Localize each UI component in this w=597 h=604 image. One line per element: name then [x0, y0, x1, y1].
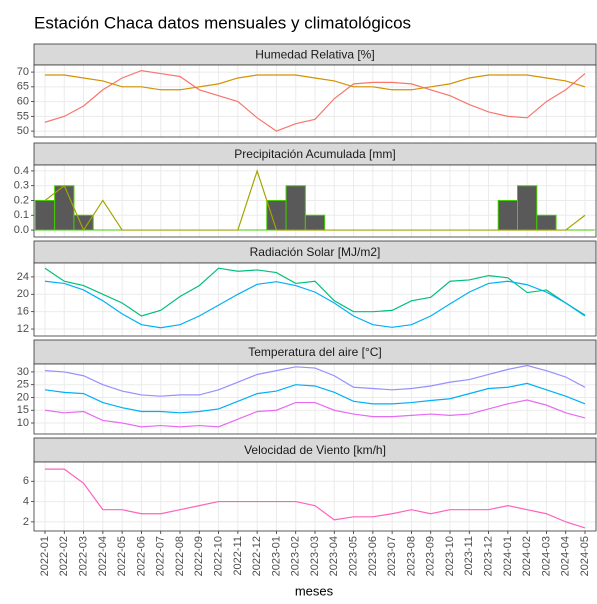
y-tick-label: 20 [17, 288, 29, 300]
x-tick-label: 2023-01 [270, 536, 282, 576]
y-tick-label: 50 [17, 125, 29, 137]
line [44, 69, 586, 132]
line [44, 382, 586, 414]
y-tick-label: 15 [17, 404, 29, 416]
bar [497, 199, 518, 231]
x-tick-label: 2023-03 [309, 536, 321, 576]
bar [34, 199, 56, 231]
x-tick-label: 2022-02 [58, 536, 70, 576]
x-tick-label: 2022-05 [116, 536, 128, 576]
y-tick-label: 70 [17, 66, 29, 78]
x-tick-label: 2024-04 [560, 536, 572, 576]
x-tick-label: 2024-05 [579, 536, 591, 576]
x-tick-label: 2022-04 [97, 536, 109, 576]
panel-border [33, 164, 597, 238]
x-tick-label: 2022-06 [135, 536, 147, 576]
y-tick-label: 4 [23, 495, 29, 507]
x-tick-label: 2023-06 [367, 536, 379, 576]
x-tick-label: 2023-04 [328, 536, 340, 576]
bar [54, 185, 75, 231]
x-tick-label: 2022-07 [155, 536, 167, 576]
line [44, 364, 586, 397]
y-tick-label: 16 [17, 306, 29, 318]
bar [73, 214, 94, 231]
y-tick-label: 25 [17, 379, 29, 391]
line [44, 399, 586, 428]
x-tick-label: 2022-09 [193, 536, 205, 576]
x-tick-label: 2022-12 [251, 536, 263, 576]
y-tick-label: 6 [23, 475, 29, 487]
panel-border [33, 262, 597, 337]
chart-title: Estación Chaca datos mensuales y climato… [34, 13, 411, 32]
x-tick-label: 2022-03 [77, 536, 89, 576]
panel-title: Temperatura del aire [°C] [248, 345, 382, 359]
y-tick-label: 0.4 [14, 165, 29, 177]
x-tick-label: 2022-01 [39, 536, 51, 576]
panel-border [33, 64, 597, 138]
panel-title: Velocidad de Viento [km/h] [244, 443, 386, 457]
x-tick-label: 2023-08 [405, 536, 417, 576]
x-tick-label: 2023-02 [290, 536, 302, 576]
panel-border [33, 363, 597, 435]
y-tick-label: 20 [17, 391, 29, 403]
x-tick-label: 2023-11 [463, 536, 475, 576]
y-tick-label: 0.3 [14, 180, 29, 192]
bar [517, 185, 538, 231]
y-tick-label: 30 [17, 366, 29, 378]
x-tick-label: 2024-03 [540, 536, 552, 576]
line [44, 267, 586, 317]
panel-title: Radiación Solar [MJ/m2] [250, 245, 381, 259]
strip [33, 339, 597, 365]
x-tick-label: 2022-11 [232, 536, 244, 576]
x-axis-label: meses [295, 583, 334, 598]
y-tick-label: 0.1 [14, 209, 29, 221]
y-tick-label: 65 [17, 81, 29, 93]
panel-title: Humedad Relativa [%] [255, 48, 374, 62]
x-tick-label: 2022-08 [174, 536, 186, 576]
y-tick-label: 12 [17, 323, 29, 335]
x-tick-label: 2022-10 [212, 536, 224, 576]
x-tick-label: 2023-07 [386, 536, 398, 576]
y-tick-label: 0.0 [14, 224, 29, 236]
y-tick-label: 24 [17, 271, 29, 283]
bar [285, 185, 306, 231]
x-tick-label: 2023-05 [347, 536, 359, 576]
x-tick-label: 2023-12 [482, 536, 494, 576]
line [44, 168, 586, 232]
y-tick-label: 0.2 [14, 194, 29, 206]
bar [536, 214, 557, 231]
x-tick-label: 2024-01 [502, 536, 514, 576]
y-tick-label: 60 [17, 95, 29, 107]
x-tick-label: 2024-02 [521, 536, 533, 576]
x-tick-label: 2023-10 [444, 536, 456, 576]
bar [304, 214, 326, 231]
bar [266, 199, 287, 231]
line [45, 468, 586, 529]
y-tick-label: 2 [23, 516, 29, 528]
y-tick-label: 55 [17, 110, 29, 122]
strip [33, 437, 597, 463]
y-tick-label: 10 [17, 417, 29, 429]
line [44, 280, 586, 329]
x-tick-label: 2023-09 [425, 536, 437, 576]
panel-title: Precipitación Acumulada [mm] [234, 147, 395, 161]
line [45, 74, 586, 91]
